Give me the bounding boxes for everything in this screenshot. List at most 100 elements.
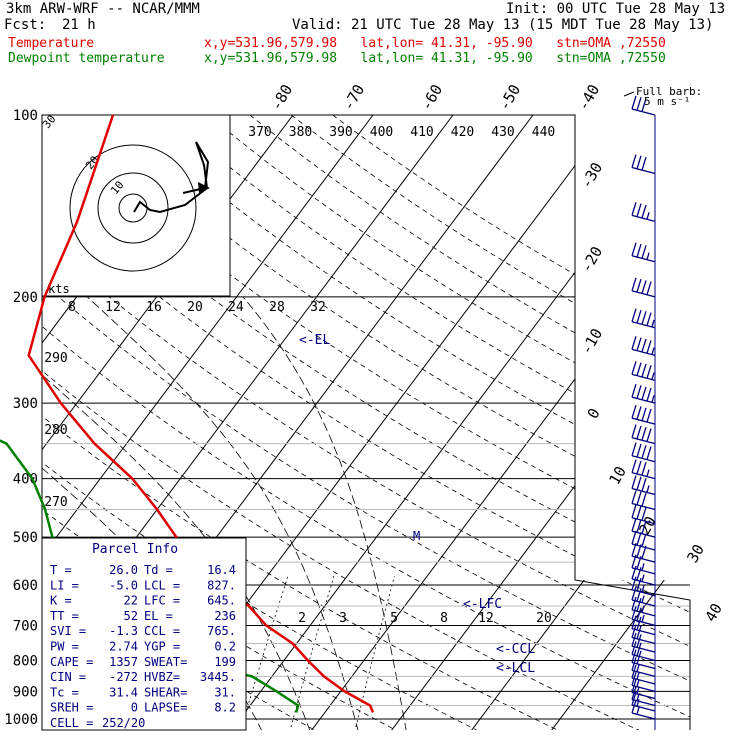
temperature-station-info: x,y=531.96,579.98 lat,lon= 41.31, -95.90… — [204, 36, 666, 51]
barb-full — [631, 308, 637, 322]
theta-label: 370 — [248, 125, 271, 140]
parcel-value: 8.2 — [214, 701, 236, 715]
wind-barb — [631, 517, 656, 538]
isotherm-label: -60 — [417, 81, 446, 113]
dry-adiabat — [166, 115, 690, 730]
barb-full — [631, 649, 637, 663]
barb-full — [641, 204, 647, 219]
wind-barb — [631, 404, 656, 425]
valid-time: Valid: 21 UTC Tue 28 May 13 (15 MDT Tue … — [292, 17, 714, 33]
isotherm-line — [310, 115, 690, 730]
parcel-value: 31. — [214, 685, 236, 699]
barb-full — [636, 425, 642, 440]
parcel-box — [41, 537, 247, 731]
wind-barb — [631, 336, 656, 356]
dry-adiabat — [249, 115, 690, 730]
mixing-ratio-label: 8 — [440, 611, 448, 626]
mixing-ratio-label: 20 — [536, 611, 552, 626]
dry-adiabat — [125, 115, 690, 730]
barb-full — [646, 428, 652, 442]
lfc-marker: <-LFC — [463, 597, 502, 612]
barb-full — [641, 311, 647, 325]
theta-label: 380 — [289, 125, 312, 140]
isotherm-label: 40 — [701, 600, 726, 625]
barb-full — [636, 337, 642, 351]
barb-key-title: Full barb: — [636, 85, 702, 98]
barb-staff — [631, 691, 656, 700]
parcel-value: 645. — [207, 594, 236, 608]
wind-barb — [631, 542, 656, 563]
barb-full — [636, 505, 642, 520]
model-title: 3km ARW-WRF -- NCAR/MMM — [6, 1, 200, 17]
barb-full — [641, 338, 647, 353]
barb-full — [641, 507, 647, 521]
isotherm-label: -30 — [577, 159, 606, 191]
isotherm-line — [470, 115, 690, 730]
theta-label: 400 — [370, 125, 393, 140]
barb-full — [636, 616, 642, 631]
barb-full — [636, 491, 642, 506]
parcel-value: 26.0 — [109, 563, 138, 577]
barb-staff — [631, 661, 656, 670]
mixing-ratio-label: 8 — [68, 300, 76, 315]
dry-adiabat — [42, 115, 690, 730]
theta-label: 270 — [44, 495, 67, 510]
parcel-value: -5.0 — [109, 578, 138, 592]
barb-full — [631, 383, 637, 398]
barb-full — [646, 281, 652, 295]
barb-half — [636, 679, 640, 687]
barb-staff — [631, 636, 656, 645]
barb-full — [636, 203, 642, 217]
parcel-label: Tc = — [50, 685, 79, 699]
barb-full — [646, 312, 652, 326]
isotherm-label: 0 — [584, 405, 604, 422]
parcel-label: SVI = — [50, 624, 86, 638]
mixing-ratio-label: 32 — [310, 300, 326, 315]
barb-full — [636, 532, 642, 546]
mixing-ratio-label: 20 — [187, 300, 203, 315]
barb-staff — [631, 255, 656, 263]
wind-barb — [631, 202, 656, 222]
el-marker: <-EL — [299, 333, 330, 348]
parcel-value: 199 — [214, 655, 236, 669]
parcel-label: PW = — [50, 640, 79, 654]
barb-staff — [631, 348, 656, 356]
barb-full — [631, 475, 637, 489]
barb-full — [631, 424, 637, 438]
mixing-ratio-label: 2 — [298, 611, 306, 626]
barb-full — [641, 407, 647, 421]
barb-full — [641, 363, 647, 378]
parcel-value: 22 — [124, 594, 138, 608]
parcel-value: -1.3 — [109, 624, 138, 638]
parcel-label: LAPSE= — [144, 701, 187, 715]
pressure-tick-label: 500 — [13, 530, 38, 546]
parcel-value: 252/20 — [102, 716, 145, 730]
dry-adiabat — [332, 115, 690, 730]
barb-staff — [631, 396, 656, 404]
barb-full — [636, 460, 642, 475]
barb-staff — [631, 609, 656, 617]
dewpoint-station-info: x,y=531.96,579.98 lat,lon= 41.31, -95.90… — [204, 51, 666, 66]
parcel-label: EL = — [144, 609, 173, 623]
barb-full — [631, 624, 637, 638]
barb-half — [641, 605, 645, 613]
pressure-tick-label: 900 — [13, 684, 38, 700]
pressure-tick-label: 700 — [13, 618, 38, 634]
dry-adiabat — [42, 115, 690, 730]
wind-barb — [631, 459, 656, 480]
barb-full — [636, 97, 642, 111]
level-markers: <-EL <-LFC <-CCL <-LCL M — [299, 333, 535, 676]
wind-barb — [631, 641, 656, 662]
parcel-value: 2.74 — [109, 640, 138, 654]
barb-full — [631, 459, 637, 473]
barb-half — [636, 686, 640, 695]
isotherm-label: -40 — [574, 81, 603, 113]
isotherm-label: -20 — [577, 243, 606, 275]
barb-full — [646, 387, 652, 402]
parcel-label: K = — [50, 594, 72, 608]
barb-full — [641, 156, 647, 171]
parcel-value: 236 — [214, 609, 236, 623]
barb-full — [631, 517, 637, 532]
